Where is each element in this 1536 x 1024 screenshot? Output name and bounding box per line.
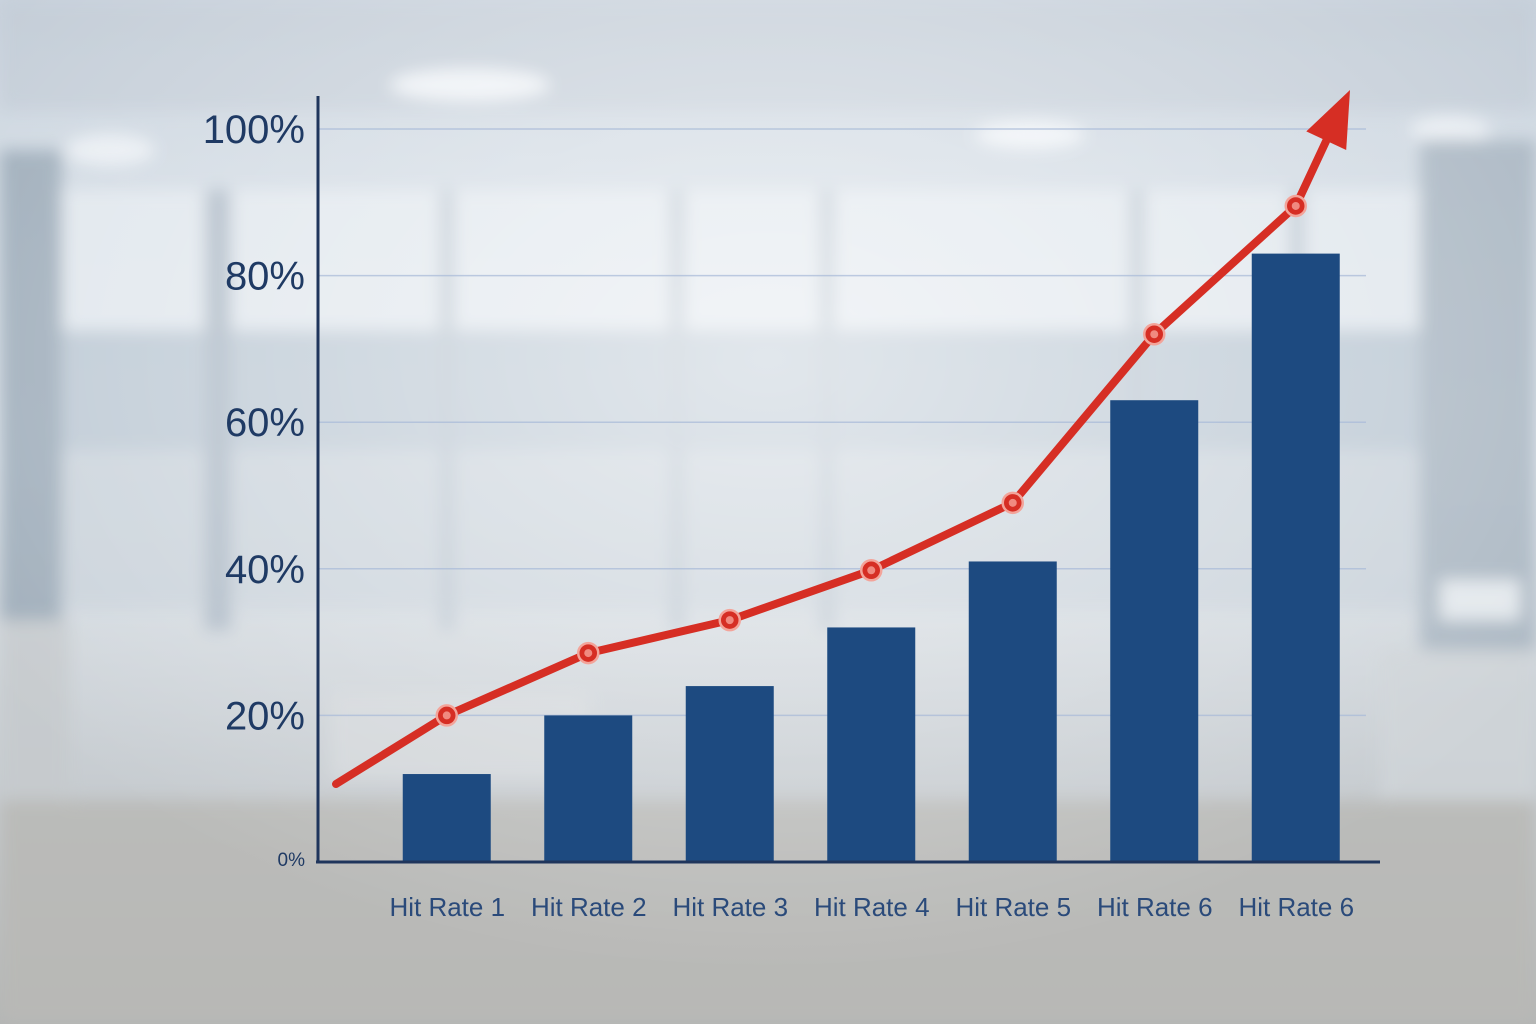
x-tick-label: Hit Rate 1 xyxy=(389,892,505,922)
x-tick-label: Hit Rate 2 xyxy=(531,892,647,922)
y-tick-labels: 0% 20% 40% 60% 80% 100% xyxy=(203,108,305,871)
y-tick-label: 20% xyxy=(225,694,305,738)
bar-series xyxy=(402,253,1340,863)
trend-point-center xyxy=(442,711,451,720)
trend-point-center xyxy=(725,616,734,625)
x-tick-label: Hit Rate 5 xyxy=(955,892,1071,922)
bar xyxy=(968,561,1057,862)
trend-point-center xyxy=(867,566,876,575)
y-tick-label: 60% xyxy=(225,401,305,445)
x-tick-label: Hit Rate 6 xyxy=(1097,892,1213,922)
y-tick-label: 100% xyxy=(203,108,305,152)
bar xyxy=(827,627,916,862)
y-tick-label: 40% xyxy=(225,548,305,592)
trend-point-center xyxy=(1150,330,1159,339)
trend-arrowhead xyxy=(1306,90,1350,150)
x-tick-labels: Hit Rate 1 Hit Rate 2 Hit Rate 3 Hit Rate 4… xyxy=(389,892,1354,922)
bar xyxy=(1110,400,1199,862)
trend-point-center xyxy=(1008,498,1017,507)
trend-point-center xyxy=(584,649,593,658)
trend-line-series xyxy=(332,90,1350,788)
bar xyxy=(685,686,774,862)
x-tick-label: Hit Rate 3 xyxy=(672,892,788,922)
axes xyxy=(316,96,1380,864)
y-tick-label: 0% xyxy=(278,850,306,871)
trend-point-center xyxy=(1291,201,1300,210)
x-tick-label: Hit Rate 4 xyxy=(814,892,930,922)
y-tick-label: 80% xyxy=(225,255,305,299)
bar xyxy=(1251,253,1340,863)
x-tick-label: Hit Rate 6 xyxy=(1238,892,1354,922)
bar xyxy=(544,715,633,862)
bar xyxy=(402,774,491,862)
